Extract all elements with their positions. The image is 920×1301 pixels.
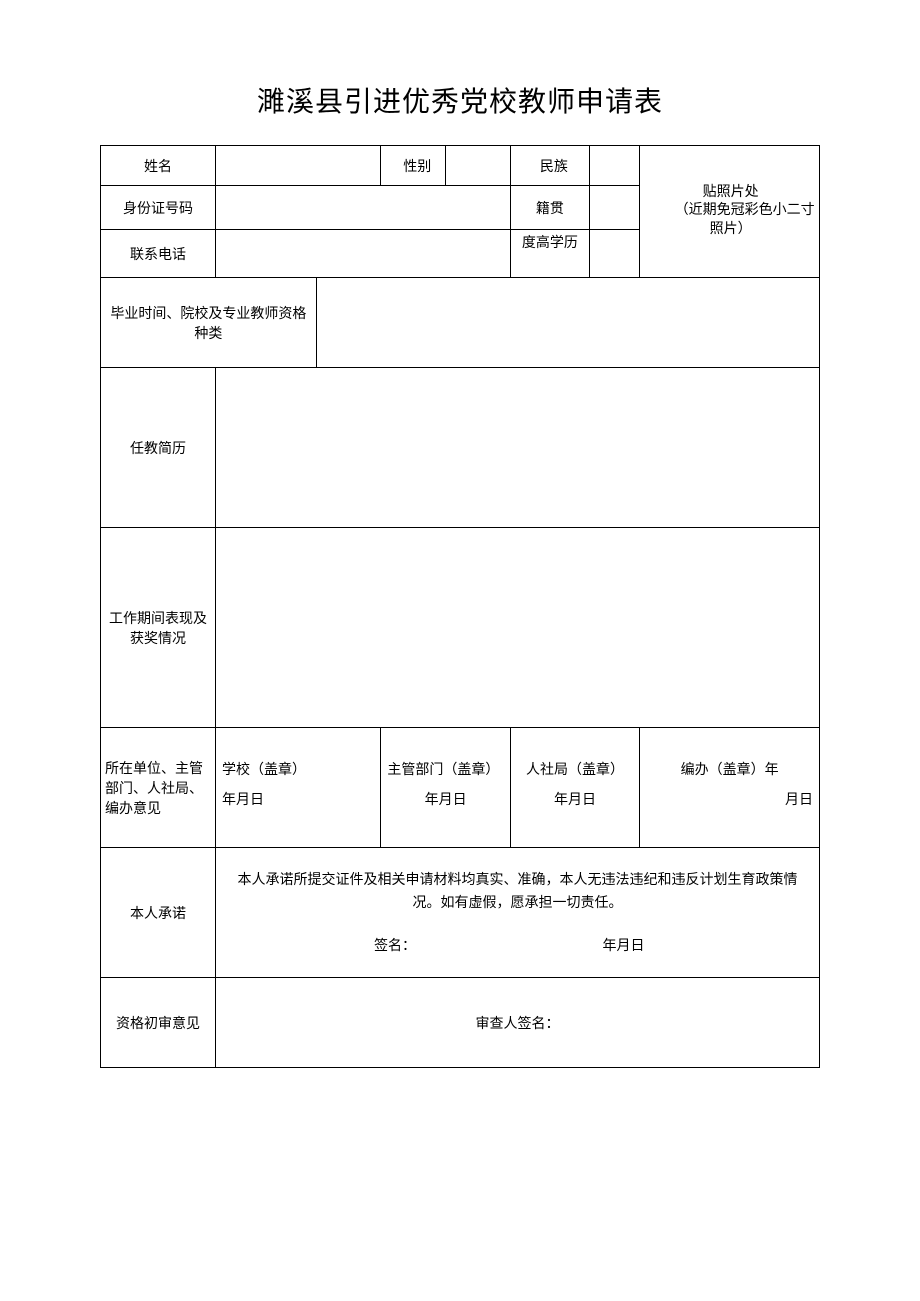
label-grad-info: 毕业时间、院校及专业教师资格种类 [101, 278, 317, 368]
hr-seal-label: 人社局（盖章） [517, 759, 633, 779]
label-self-commit: 本人承诺 [101, 848, 216, 978]
opinion-office[interactable]: 编办（盖章）年 月日 [640, 728, 820, 848]
commit-sign-label: 签名： [264, 935, 542, 955]
value-id-number[interactable] [216, 186, 511, 230]
value-teaching-history[interactable] [216, 368, 820, 528]
value-ethnicity[interactable] [589, 146, 639, 186]
commit-date-label: 年月日 [543, 935, 771, 955]
school-seal-label: 学校（盖章） [222, 759, 374, 779]
label-work-awards: 工作期间表现及获奖情况 [101, 528, 216, 728]
label-id-number: 身份证号码 [101, 186, 216, 230]
application-form-table: 姓名 性别 民族 贴照片处 （近期免冠彩色小二寸照片） 身份证号码 籍贯 联系电… [100, 145, 820, 1068]
commit-text: 本人承诺所提交证件及相关申请材料均真实、准确，本人无违法违纪和违反计划生育政策情… [224, 870, 811, 915]
opinion-dept[interactable]: 主管部门（盖章） 年月日 [381, 728, 510, 848]
dept-seal-label: 主管部门（盖章） [387, 759, 503, 779]
photo-placeholder: 贴照片处 （近期免冠彩色小二寸照片） [640, 146, 820, 278]
opinion-hr[interactable]: 人社局（盖章） 年月日 [510, 728, 639, 848]
office-seal-label: 编办（盖章）年 [646, 759, 813, 779]
label-initial-review: 资格初审意见 [101, 978, 216, 1068]
label-native-place: 籍贯 [510, 186, 589, 230]
value-highest-edu[interactable] [589, 230, 639, 278]
page-title: 濉溪县引进优秀党校教师申请表 [100, 80, 820, 120]
value-gender[interactable] [446, 146, 511, 186]
school-date: 年月日 [222, 789, 374, 809]
office-date: 月日 [646, 789, 813, 809]
photo-line2: （近期免冠彩色小二寸照片） [647, 203, 815, 236]
value-work-awards[interactable] [216, 528, 820, 728]
label-highest-edu: 度高学历 [510, 230, 589, 278]
label-phone: 联系电话 [101, 230, 216, 278]
reviewer-sign-label: 审查人签名： [476, 1017, 560, 1032]
commit-content: 本人承诺所提交证件及相关申请材料均真实、准确，本人无违法违纪和违反计划生育政策情… [216, 848, 820, 978]
value-name[interactable] [216, 146, 381, 186]
value-native-place[interactable] [589, 186, 639, 230]
label-name: 姓名 [101, 146, 216, 186]
hr-date: 年月日 [517, 789, 633, 809]
review-content[interactable]: 审查人签名： [216, 978, 820, 1068]
label-unit-opinion: 所在单位、主管部门、人社局、编办意见 [101, 728, 216, 848]
label-teaching-history: 任教简历 [101, 368, 216, 528]
value-grad-info[interactable] [316, 278, 819, 368]
photo-line1: 贴照片处 [703, 185, 759, 200]
value-phone[interactable] [216, 230, 511, 278]
opinion-school[interactable]: 学校（盖章） 年月日 [216, 728, 381, 848]
dept-date: 年月日 [387, 789, 503, 809]
label-ethnicity: 民族 [510, 146, 589, 186]
label-gender: 性别 [381, 146, 446, 186]
